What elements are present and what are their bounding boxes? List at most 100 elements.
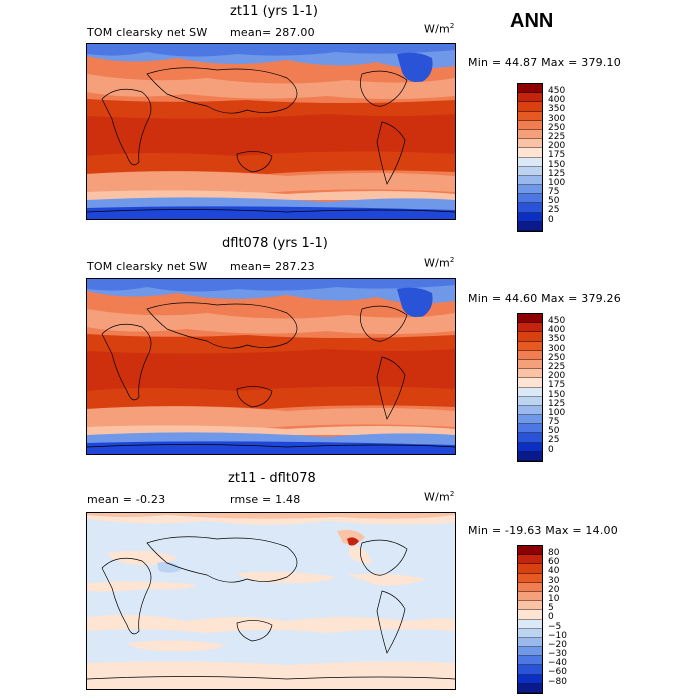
colorbar-tick-label: −80 — [548, 676, 567, 687]
colorbar-swatch — [518, 194, 542, 204]
colorbar-tick-label: 0 — [548, 214, 554, 225]
field-label: TOM clearsky net SW — [87, 260, 208, 273]
colorbar-tick-label: 300 — [548, 113, 566, 124]
colorbar-tick-label: 175 — [548, 380, 566, 391]
colorbar-swatch — [518, 415, 542, 425]
rmse-label: rmse = 1.48 — [230, 493, 301, 506]
colorbar-tick-label: 100 — [548, 407, 566, 418]
colorbar-tick-label: 300 — [548, 343, 566, 354]
colorbar-swatch — [518, 433, 542, 443]
colorbar-swatch — [518, 564, 542, 574]
colorbar-swatch — [518, 314, 542, 324]
colorbar-tick-label: −40 — [548, 658, 567, 669]
colorbar-tick-label: 450 — [548, 86, 566, 96]
colorbar-swatch — [518, 610, 542, 620]
units-label: W/m2 — [424, 22, 455, 36]
mean-label: mean = -0.23 — [87, 493, 166, 506]
colorbar-tick-label: −60 — [548, 667, 567, 678]
colorbar-tick-label: 25 — [548, 435, 560, 446]
units-label: W/m2 — [424, 256, 455, 270]
colorbar-swatch — [518, 396, 542, 406]
colorbar-tick-label: 350 — [548, 334, 566, 345]
colorbar-swatch — [518, 582, 542, 592]
colorbar-swatch — [518, 129, 542, 140]
colorbar-swatch — [518, 573, 542, 583]
colorbar-tick-label: 30 — [548, 575, 560, 586]
colorbar-swatch — [518, 102, 542, 112]
colorbar-swatch — [518, 591, 542, 602]
colorbar-tick-label: 250 — [548, 122, 566, 133]
colorbar-tick-label: 75 — [548, 187, 560, 198]
colorbar-tick-label: 60 — [548, 557, 560, 568]
min-max-label: Min = -19.63 Max = 14.00 — [468, 524, 618, 537]
colorbar-tick-label: 100 — [548, 177, 566, 188]
colorbar-swatch — [518, 665, 542, 675]
colorbar — [517, 545, 543, 694]
colorbar-tick-label: 80 — [548, 548, 560, 558]
colorbar-tick-label: 350 — [548, 104, 566, 115]
colorbar-tick-label: 25 — [548, 205, 560, 216]
colorbar-swatch — [518, 139, 542, 149]
colorbar-swatch — [518, 656, 542, 666]
colorbar-swatch — [518, 341, 542, 351]
colorbar-swatch — [518, 601, 542, 611]
colorbar-swatch — [518, 647, 542, 657]
colorbar-swatch — [518, 405, 542, 416]
colorbar-tick-label: 150 — [548, 389, 566, 400]
colorbar-tick-label: 175 — [548, 150, 566, 161]
mean-label: mean= 287.00 — [230, 26, 315, 39]
colorbar-swatch — [518, 221, 542, 231]
colorbar-tick-label: 125 — [548, 168, 566, 179]
colorbar-tick-label: −10 — [548, 630, 567, 641]
colorbar-tick-label: 225 — [548, 361, 566, 372]
map-zt11 — [86, 43, 456, 220]
colorbar-tick-label: 0 — [548, 444, 554, 455]
colorbar-swatch — [518, 84, 542, 94]
panel-title: zt11 (yrs 1-1) — [230, 4, 318, 19]
colorbar-tick-label: 50 — [548, 426, 560, 437]
map-difference — [86, 512, 456, 690]
colorbar-tick-label: −30 — [548, 649, 567, 660]
colorbar-tick-label: 150 — [548, 159, 566, 170]
colorbar-tick-label: 125 — [548, 398, 566, 409]
colorbar-swatch — [518, 378, 542, 388]
colorbar-tick-label: 400 — [548, 325, 566, 336]
colorbar-labels: 450 400 350 300 250 225 200 175 150 125 100 75 50 25 0 — [548, 86, 566, 225]
colorbar-swatch — [518, 157, 542, 167]
colorbar-tick-label: 20 — [548, 584, 560, 595]
colorbar-tick-label: −20 — [548, 639, 567, 650]
colorbar-tick-label: −5 — [548, 621, 562, 632]
colorbar-swatch — [518, 166, 542, 176]
colorbar-swatch — [518, 442, 542, 452]
colorbar-tick-label: 250 — [548, 352, 566, 363]
mean-label: mean= 287.23 — [230, 260, 315, 273]
min-max-label: Min = 44.60 Max = 379.26 — [468, 292, 621, 305]
panel-title: dflt078 (yrs 1-1) — [222, 236, 328, 251]
colorbar-swatch — [518, 111, 542, 121]
colorbar-tick-label: 200 — [548, 141, 566, 152]
colorbar-swatch — [518, 451, 542, 461]
colorbar-swatch — [518, 203, 542, 213]
colorbar-tick-label: 0 — [548, 612, 554, 623]
colorbar-swatch — [518, 555, 542, 565]
panel-title: zt11 - dflt078 — [228, 471, 316, 486]
colorbar-tick-label: 75 — [548, 417, 560, 428]
colorbar-swatch — [518, 120, 542, 130]
colorbar-swatch — [518, 148, 542, 158]
colorbar-swatch — [518, 332, 542, 342]
colorbar-tick-label: 10 — [548, 593, 560, 604]
colorbar-swatch — [518, 323, 542, 333]
colorbar-swatch — [518, 350, 542, 360]
colorbar-tick-label: 50 — [548, 196, 560, 207]
units-label: W/m2 — [424, 490, 455, 504]
colorbar-swatch — [518, 93, 542, 103]
colorbar-swatch — [518, 546, 542, 556]
colorbar-swatch — [518, 619, 542, 629]
colorbar — [517, 313, 543, 462]
colorbar-labels: 450 400 350 300 250 225 200 175 150 125 100 75 50 25 0 — [548, 316, 566, 455]
colorbar — [517, 83, 543, 232]
min-max-label: Min = 44.87 Max = 379.10 — [468, 56, 621, 69]
colorbar-swatch — [518, 674, 542, 684]
colorbar-swatch — [518, 359, 542, 370]
colorbar-swatch — [518, 683, 542, 693]
